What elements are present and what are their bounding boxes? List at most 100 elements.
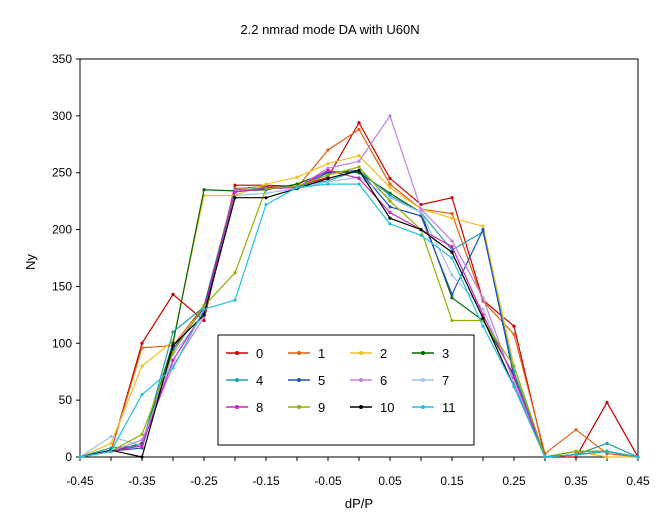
data-point <box>574 453 578 457</box>
data-point <box>233 298 237 302</box>
data-point <box>605 449 609 453</box>
data-point <box>388 193 392 198</box>
data-point <box>233 196 237 200</box>
y-tick-label: 150 <box>52 279 72 293</box>
data-point <box>450 318 454 323</box>
legend-label: 10 <box>380 400 394 415</box>
legend-label: 8 <box>256 400 263 415</box>
data-point <box>450 256 454 260</box>
data-point <box>357 168 361 173</box>
data-point <box>450 196 454 200</box>
data-point <box>388 191 392 195</box>
data-point <box>574 455 578 459</box>
data-point <box>264 187 268 191</box>
legend-marker <box>297 351 301 355</box>
y-tick-label: 100 <box>52 336 72 350</box>
x-tick-label: -0.25 <box>190 474 218 488</box>
data-point <box>481 227 485 232</box>
legend-marker <box>359 351 363 355</box>
data-point <box>202 307 206 311</box>
legend-marker <box>421 351 425 355</box>
data-point <box>481 307 485 311</box>
data-point <box>450 245 454 249</box>
legend-item-0: 0 <box>226 346 263 361</box>
data-point <box>326 162 330 166</box>
legend-label: 11 <box>442 400 456 415</box>
legend-label: 3 <box>442 346 449 361</box>
legend-item-11: 11 <box>412 400 456 415</box>
data-point <box>388 205 392 209</box>
data-point <box>388 196 392 200</box>
data-point <box>605 441 609 445</box>
data-point <box>171 330 175 334</box>
data-point <box>388 182 392 186</box>
data-point <box>109 441 113 445</box>
data-point <box>481 316 485 320</box>
data-point <box>419 227 423 232</box>
data-point <box>78 455 82 459</box>
data-point <box>326 148 330 152</box>
data-point <box>233 271 237 275</box>
data-point <box>419 210 423 215</box>
data-point <box>357 154 361 158</box>
legend-marker <box>297 405 301 409</box>
data-point <box>140 455 144 459</box>
data-point <box>202 318 206 323</box>
data-point <box>450 212 454 216</box>
data-point <box>388 185 392 190</box>
data-point <box>140 432 144 436</box>
legend-label: 0 <box>256 346 263 361</box>
x-tick-label: -0.05 <box>314 474 342 488</box>
data-point <box>171 350 175 354</box>
data-point <box>326 166 330 170</box>
x-axis-title: dP/P <box>345 496 373 511</box>
data-point <box>202 304 206 308</box>
legend-label: 4 <box>256 373 263 388</box>
series-11 <box>78 182 640 459</box>
data-point <box>357 121 361 125</box>
y-axis: 0 50 100 150 200 250 300 350 <box>52 52 80 464</box>
y-tick-label: 200 <box>52 223 72 237</box>
data-point <box>481 324 485 328</box>
y-axis-title: Ny <box>23 254 38 270</box>
data-point <box>419 233 423 237</box>
data-point <box>543 455 547 459</box>
data-point <box>140 444 144 448</box>
data-point <box>512 364 516 368</box>
legend-marker <box>235 351 239 355</box>
data-point <box>109 434 113 439</box>
data-point <box>326 173 330 177</box>
legend-item-2: 2 <box>350 346 387 361</box>
data-point <box>481 296 485 300</box>
data-point <box>450 273 454 277</box>
data-point <box>140 446 144 450</box>
legend-marker <box>235 405 239 409</box>
legend-item-8: 8 <box>226 400 263 415</box>
data-point <box>357 159 361 163</box>
legend-label: 9 <box>318 400 325 415</box>
data-point <box>388 176 392 180</box>
legend-marker <box>297 378 301 382</box>
x-tick-label: 0.35 <box>564 474 588 488</box>
data-point <box>326 171 330 175</box>
data-point <box>171 366 175 370</box>
data-point <box>605 400 609 405</box>
data-point <box>140 346 144 350</box>
data-point <box>388 222 392 226</box>
data-point <box>140 438 144 442</box>
data-point <box>450 239 454 243</box>
legend-item-5: 5 <box>288 373 325 388</box>
data-point <box>326 182 330 186</box>
data-point <box>512 324 516 328</box>
data-point <box>171 343 175 348</box>
data-point <box>264 196 268 200</box>
y-tick-label: 300 <box>52 109 72 123</box>
data-point <box>202 313 206 317</box>
x-tick-label: 0.15 <box>440 474 464 488</box>
legend-label: 1 <box>318 346 325 361</box>
data-point <box>357 176 361 180</box>
x-tick-label: -0.45 <box>66 474 94 488</box>
data-point <box>140 341 144 345</box>
